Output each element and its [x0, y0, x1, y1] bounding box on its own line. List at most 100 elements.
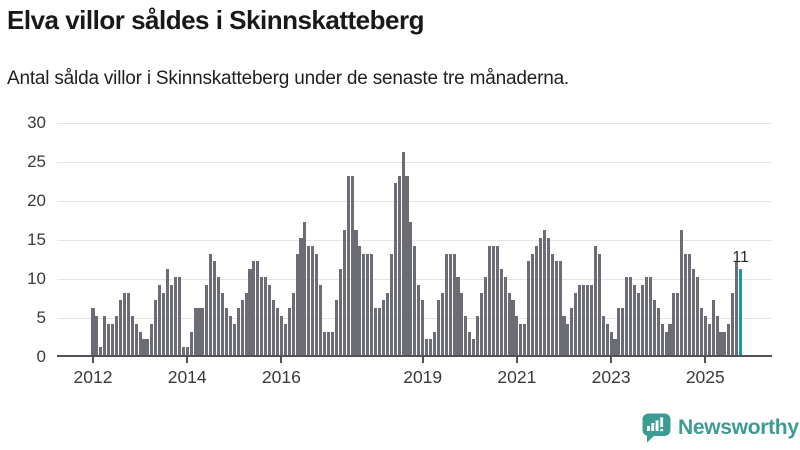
bar: [621, 308, 625, 355]
x-axis-tick-label: 2021: [497, 367, 537, 387]
bar: [456, 277, 460, 355]
bar: [652, 300, 656, 355]
bar-current-highlighted: [739, 269, 743, 355]
x-axis-tick: [186, 357, 189, 363]
bar: [691, 269, 696, 355]
plot-area: [57, 122, 772, 357]
bar: [268, 284, 272, 355]
bar: [495, 245, 499, 355]
bar: [366, 253, 370, 355]
bar: [95, 316, 99, 355]
bar: [731, 292, 735, 355]
bar: [527, 261, 531, 355]
newsworthy-logo-text: Newsworthy: [678, 416, 799, 439]
x-axis-tick: [704, 357, 707, 363]
x-axis-tick: [92, 357, 94, 363]
x-axis-tick-label: 2014: [167, 367, 207, 387]
bar: [546, 238, 550, 355]
bar: [425, 339, 429, 355]
bar: [601, 316, 605, 355]
bar: [480, 292, 484, 355]
bar: [440, 292, 444, 355]
bar: [617, 308, 621, 355]
bar: [432, 331, 437, 355]
bar: [358, 245, 362, 355]
bar: [711, 300, 715, 355]
x-axis-tick: [280, 357, 283, 363]
bar: [660, 323, 664, 355]
bar: [562, 316, 566, 355]
bar: [719, 331, 723, 355]
bar: [103, 316, 107, 355]
bar: [275, 308, 280, 355]
bar: [483, 277, 488, 355]
gridline: [57, 161, 772, 163]
bar: [279, 316, 283, 355]
bar: [503, 277, 507, 355]
x-axis-tick-label: 2025: [685, 367, 725, 387]
y-axis-tick-label: 0: [36, 347, 46, 366]
bar: [468, 331, 472, 355]
bar: [574, 292, 578, 355]
bar: [593, 245, 597, 355]
bar: [362, 253, 366, 355]
x-axis-tick: [515, 357, 518, 363]
bar: [115, 316, 119, 355]
bar: [409, 222, 413, 355]
bar: [707, 323, 711, 355]
bar: [735, 261, 739, 355]
bar: [436, 300, 440, 355]
bar: [460, 292, 464, 355]
bar: [166, 269, 170, 355]
bar: [499, 269, 503, 355]
bar: [715, 316, 719, 355]
bar: [582, 284, 586, 355]
bar: [181, 347, 185, 355]
bar: [542, 230, 546, 355]
bar: [232, 323, 236, 355]
bar: [597, 253, 601, 355]
bar: [107, 323, 111, 355]
bar: [224, 308, 228, 355]
bar: [421, 300, 425, 355]
bar: [676, 292, 680, 355]
gridline: [57, 200, 772, 202]
x-axis-tick-label: 2019: [403, 367, 443, 387]
bar: [633, 284, 637, 355]
bar: [570, 308, 574, 355]
bar: [511, 300, 515, 355]
bar: [287, 308, 291, 355]
bar: [558, 261, 562, 355]
bar: [244, 292, 248, 355]
bar: [684, 253, 688, 355]
bar: [664, 331, 668, 355]
bar: [111, 323, 115, 355]
y-axis-tick-label: 30: [27, 113, 46, 132]
bar: [307, 245, 311, 355]
bar: [385, 292, 389, 355]
bar: [220, 292, 225, 355]
bar: [370, 253, 374, 355]
bar: [538, 238, 542, 355]
bar: [550, 253, 554, 355]
bar: [625, 277, 629, 355]
newsworthy-logo[interactable]: Newsworthy: [642, 412, 799, 444]
bar: [272, 300, 276, 355]
bar: [648, 277, 652, 355]
bar: [699, 308, 703, 355]
bar: [240, 300, 244, 355]
bar: [338, 269, 342, 355]
bar: [609, 331, 613, 355]
bar: [381, 300, 385, 355]
bar: [346, 175, 350, 355]
bar: [122, 292, 126, 355]
bar: [283, 323, 287, 355]
bar: [342, 230, 346, 355]
bar: [452, 253, 456, 355]
bar: [629, 277, 633, 355]
bar: [578, 284, 582, 355]
bar: [613, 339, 617, 355]
bar: [326, 331, 331, 355]
bar: [444, 253, 448, 355]
